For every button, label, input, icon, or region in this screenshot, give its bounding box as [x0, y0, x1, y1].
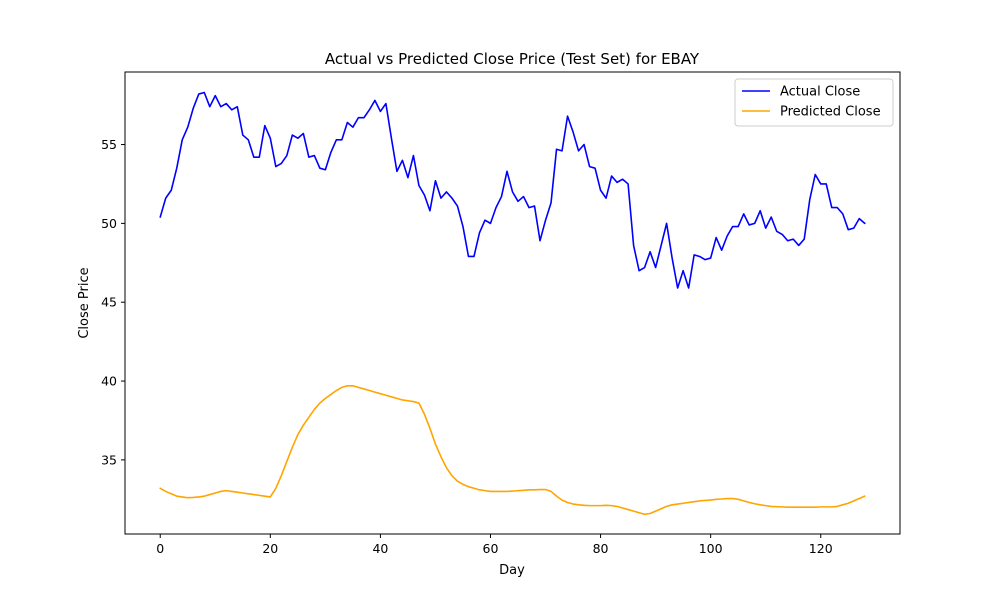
chart-title: Actual vs Predicted Close Price (Test Se… — [325, 50, 700, 68]
y-axis-label: Close Price — [77, 267, 92, 338]
x-axis: 0 20 40 60 80 100 120 — [156, 534, 833, 556]
y-tick-label: 55 — [101, 137, 117, 152]
y-axis: 35 40 45 50 55 — [101, 137, 125, 467]
series-line-1 — [159, 384, 866, 516]
x-tick-label: 0 — [156, 541, 164, 556]
legend: Actual Close Predicted Close — [734, 78, 894, 127]
plot-frame — [124, 71, 901, 535]
legend-label: Actual Close — [780, 85, 860, 100]
plot-lines — [159, 91, 866, 516]
y-tick-label: 35 — [101, 452, 117, 467]
x-tick-label: 40 — [372, 541, 388, 556]
y-tick-label: 50 — [101, 216, 117, 231]
legend-box — [734, 78, 894, 127]
y-tick-label: 45 — [101, 295, 117, 310]
x-tick-label: 80 — [593, 541, 609, 556]
x-tick-label: 60 — [483, 541, 499, 556]
series-line-0 — [159, 91, 866, 289]
y-tick-label: 40 — [101, 374, 117, 389]
x-tick-label: 100 — [699, 541, 723, 556]
x-tick-label: 20 — [262, 541, 278, 556]
x-tick-label: 120 — [809, 541, 833, 556]
x-axis-label: Day — [499, 563, 525, 578]
legend-label: Predicted Close — [780, 105, 881, 120]
